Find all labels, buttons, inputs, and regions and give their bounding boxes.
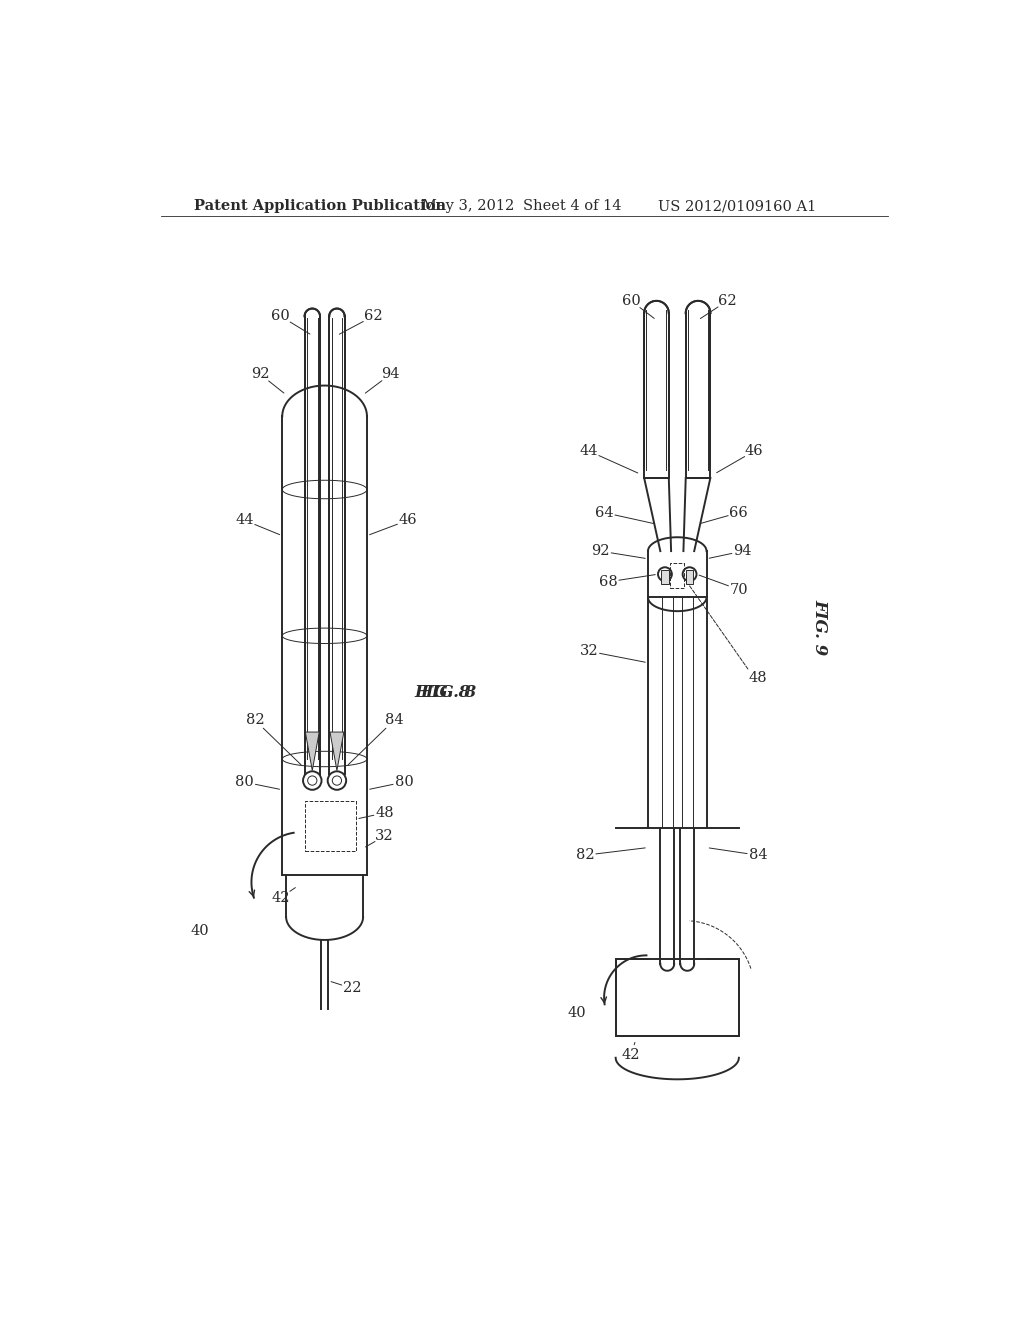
Text: 60: 60 <box>622 294 640 308</box>
Bar <box>304 309 319 775</box>
Text: 94: 94 <box>733 544 752 558</box>
Text: 84: 84 <box>385 714 403 727</box>
Text: Patent Application Publication: Patent Application Publication <box>195 199 446 213</box>
Text: Sheet 4 of 14: Sheet 4 of 14 <box>523 199 622 213</box>
Text: 70: 70 <box>729 582 749 597</box>
Circle shape <box>328 771 346 789</box>
Text: 62: 62 <box>718 294 736 308</box>
Text: 82: 82 <box>575 849 594 862</box>
Text: 32: 32 <box>580 644 598 659</box>
Bar <box>671 564 684 589</box>
Text: 68: 68 <box>599 576 617 589</box>
Text: 48: 48 <box>376 807 394 820</box>
Text: 40: 40 <box>190 924 209 937</box>
Bar <box>686 570 693 585</box>
Bar <box>686 301 711 478</box>
Text: 46: 46 <box>744 444 764 458</box>
Text: 60: 60 <box>271 309 290 323</box>
Bar <box>330 309 345 775</box>
Bar <box>648 597 707 829</box>
Circle shape <box>658 568 672 581</box>
Text: 80: 80 <box>394 775 414 789</box>
Text: 32: 32 <box>376 829 394 843</box>
Text: May 3, 2012: May 3, 2012 <box>422 199 514 213</box>
Text: 44: 44 <box>236 513 254 527</box>
Text: 40: 40 <box>568 1006 587 1020</box>
Text: 42: 42 <box>271 891 290 904</box>
Bar <box>615 960 739 1036</box>
Bar <box>662 570 669 585</box>
Text: 48: 48 <box>749 671 767 685</box>
Bar <box>644 301 669 478</box>
Text: 46: 46 <box>398 513 417 527</box>
Text: 62: 62 <box>364 309 382 323</box>
Text: 22: 22 <box>343 982 361 995</box>
Text: 66: 66 <box>729 506 749 520</box>
Text: 94: 94 <box>382 367 400 381</box>
Circle shape <box>683 568 696 581</box>
Polygon shape <box>330 733 344 771</box>
Text: 92: 92 <box>591 544 609 558</box>
Text: 42: 42 <box>622 1048 640 1063</box>
Text: FIG. 9: FIG. 9 <box>811 599 828 655</box>
Text: 44: 44 <box>580 444 598 458</box>
Circle shape <box>303 771 322 789</box>
Bar <box>304 801 356 851</box>
Bar <box>648 552 707 598</box>
Polygon shape <box>305 733 319 771</box>
Text: 64: 64 <box>595 506 613 520</box>
Text: 92: 92 <box>251 367 269 381</box>
Text: US 2012/0109160 A1: US 2012/0109160 A1 <box>658 199 816 213</box>
Text: 80: 80 <box>236 775 254 789</box>
Text: 84: 84 <box>749 849 767 862</box>
Text: FIG. 8: FIG. 8 <box>421 684 477 701</box>
Text: 82: 82 <box>246 714 264 727</box>
Text: FIG. 8: FIG. 8 <box>415 684 471 701</box>
